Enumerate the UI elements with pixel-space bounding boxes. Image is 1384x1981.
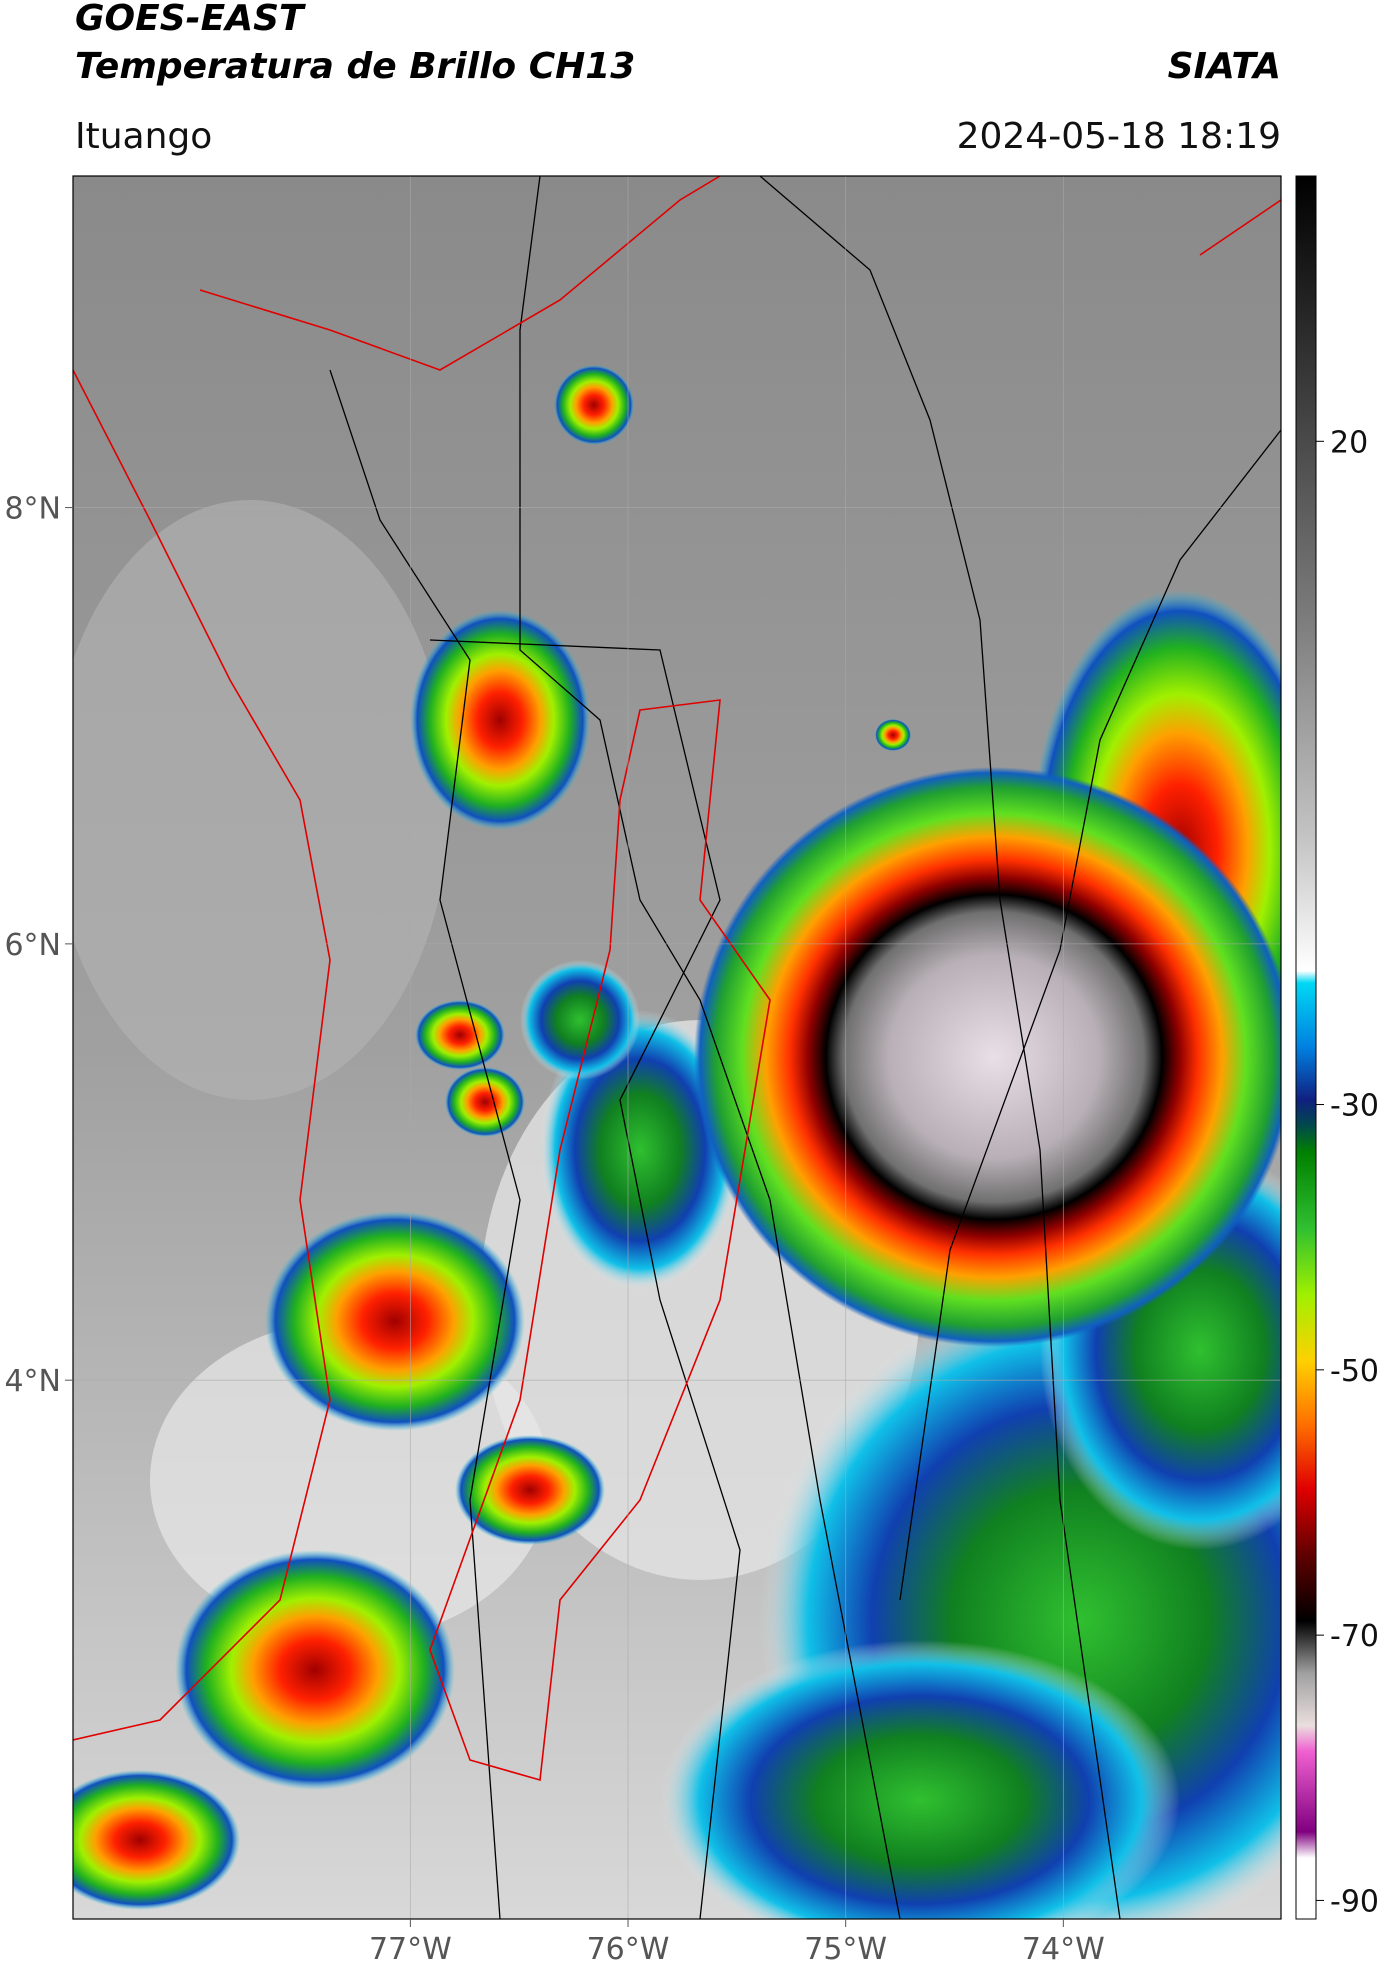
colorbar-label: -50 — [1330, 1354, 1379, 1389]
grid — [73, 176, 1281, 1919]
y-tick-label: 4°N — [4, 1364, 61, 1399]
x-tick-label: 76°W — [587, 1932, 670, 1967]
colorbar-label: -30 — [1330, 1089, 1379, 1124]
colorbar-label: -70 — [1330, 1619, 1379, 1654]
datetime: 2024-05-18 18:19 — [957, 116, 1281, 157]
x-tick-label: 75°W — [804, 1932, 887, 1967]
colorbar — [1295, 175, 1317, 1920]
location: Ituango — [75, 116, 212, 157]
title: GOES-EAST — [75, 0, 306, 39]
map-frame — [72, 175, 1282, 1920]
subtitle: Temperatura de Brillo CH13 — [75, 46, 635, 87]
colorbar-label: 20 — [1330, 425, 1368, 460]
x-tick-label: 77°W — [369, 1932, 452, 1967]
colorbar-label: -90 — [1330, 1884, 1379, 1919]
y-tick-label: 8°N — [4, 492, 61, 527]
y-tick-label: 6°N — [4, 928, 61, 963]
source: SIATA — [1168, 46, 1281, 87]
satellite-image — [73, 176, 1281, 1919]
x-tick-label: 74°W — [1022, 1932, 1105, 1967]
